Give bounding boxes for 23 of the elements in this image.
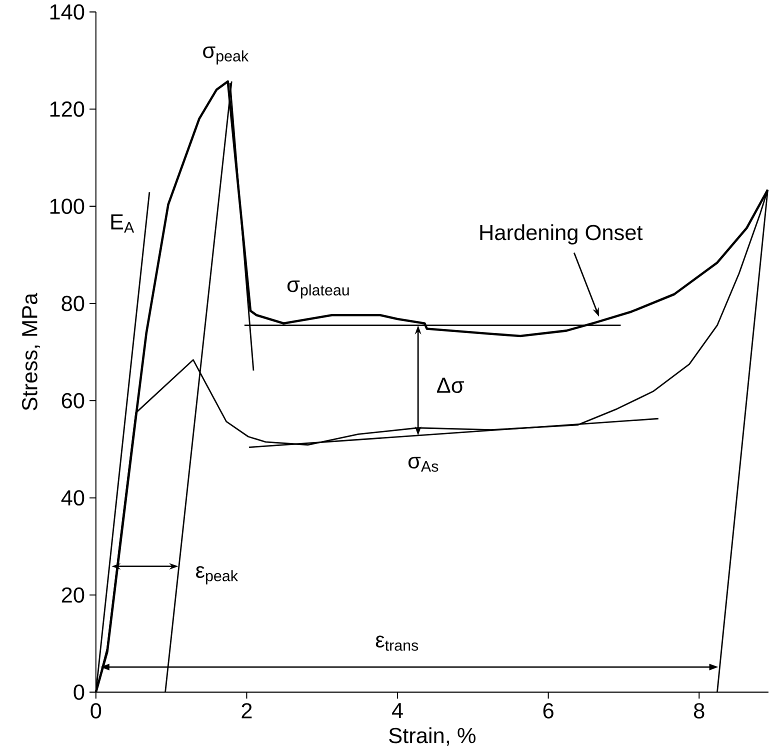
annotation: ε$_{peak}$ bbox=[196, 566, 238, 584]
x-tick-label: 8 bbox=[694, 703, 704, 718]
annotation: σ$_{peak}$ bbox=[203, 46, 249, 64]
y-tick-label: 80 bbox=[62, 296, 84, 312]
y-tick-label: 120 bbox=[50, 101, 84, 117]
x-tick-label: 6 bbox=[543, 703, 554, 718]
annotation: Δσ bbox=[437, 378, 464, 393]
annotation: E$_{A}$ bbox=[111, 214, 134, 233]
annotation: ε$_{trans}$ bbox=[376, 636, 418, 651]
x-axis-title: Strain, % bbox=[389, 727, 476, 746]
y-axis-title: Stress, MPa bbox=[22, 292, 40, 410]
y-tick-label: 60 bbox=[62, 392, 84, 408]
annotation: σ$_{plateau}$ bbox=[287, 280, 349, 298]
y-tick-label: 0 bbox=[74, 684, 84, 700]
y-tick-label: 20 bbox=[62, 587, 84, 603]
y-tick-label: 100 bbox=[50, 198, 84, 214]
x-tick-label: 4 bbox=[392, 703, 403, 718]
annotation: σ$_{As}$ bbox=[408, 456, 438, 472]
y-tick-label: 140 bbox=[50, 4, 84, 20]
x-tick-label: 2 bbox=[242, 703, 252, 718]
annotation: Hardening Onset bbox=[480, 224, 643, 244]
y-tick-label: 40 bbox=[61, 490, 84, 506]
x-tick-label: 0 bbox=[90, 703, 102, 718]
